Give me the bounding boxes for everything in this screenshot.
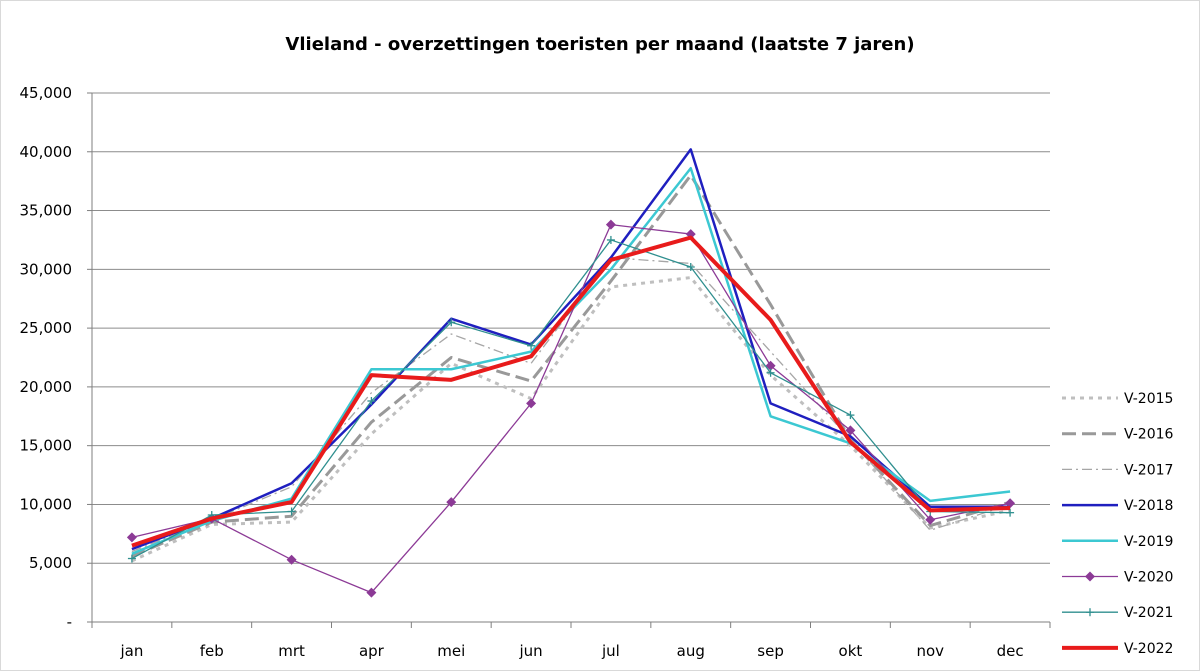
data-point-marker <box>287 507 296 516</box>
x-tick-label: jul <box>601 642 620 660</box>
x-tick-label: nov <box>916 642 944 660</box>
y-tick-label: 45,000 <box>20 84 73 102</box>
legend: V-2015 V-2016 V-2017 V-2018 V-2019 V-2020 V-20… <box>1062 391 1174 657</box>
y-tick-label: 15,000 <box>20 437 73 455</box>
y-tick-label: 25,000 <box>20 319 73 337</box>
data-point-marker <box>127 554 136 563</box>
data-point-marker <box>366 587 377 598</box>
legend-item: V-2019 <box>1062 534 1173 550</box>
series-line-v-2020 <box>131 224 1011 594</box>
legend-label: V-2022 <box>1124 641 1173 657</box>
x-tick-label: sep <box>757 642 784 660</box>
series-v-2015 <box>131 276 1011 563</box>
y-tick-label: - <box>67 613 72 631</box>
data-point-marker <box>447 318 456 327</box>
series-line-v-2015 <box>131 276 1011 563</box>
series-line-v-2018 <box>131 148 1011 551</box>
x-tick-label: jan <box>119 642 143 660</box>
x-tick-label: aug <box>677 642 705 660</box>
y-tick-label: 40,000 <box>20 143 73 161</box>
data-point-marker <box>367 396 376 405</box>
series-v-2020 <box>126 219 1016 598</box>
legend-item: V-2015 <box>1062 391 1173 407</box>
legend-marker <box>1086 608 1094 617</box>
legend-item: V-2017 <box>1062 462 1173 478</box>
legend-item: V-2020 <box>1062 570 1173 586</box>
x-tick-label: mrt <box>278 642 305 660</box>
legend-label: V-2019 <box>1124 534 1173 550</box>
x-tick-label: jun <box>518 642 542 660</box>
data-point-marker <box>526 398 537 409</box>
data-point-marker <box>846 411 855 420</box>
data-point-marker <box>686 262 695 271</box>
y-tick-label: 30,000 <box>20 260 73 278</box>
legend-item: V-2018 <box>1062 498 1173 514</box>
series-v-2018 <box>131 148 1011 551</box>
series-line-v-2022 <box>131 235 1011 548</box>
chart-title: Vlieland - overzettingen toeristen per m… <box>285 34 914 55</box>
data-point-marker <box>286 554 297 565</box>
series-line-v-2021 <box>131 239 1011 560</box>
y-tick-label: 20,000 <box>20 378 73 396</box>
legend-marker <box>1085 571 1095 582</box>
data-point-marker <box>605 219 616 230</box>
data-point-marker <box>606 235 615 244</box>
legend-item: V-2021 <box>1062 605 1173 621</box>
y-axis: - 5,000 10,000 15,000 20,000 25,000 30,000 35,0… <box>20 84 93 631</box>
x-tick-label: mei <box>437 642 465 660</box>
data-point-marker <box>925 514 936 525</box>
x-tick-label: okt <box>839 642 863 660</box>
x-axis: jan feb mrt apr mei jun jul aug sep okt nov dec <box>91 621 1051 660</box>
legend-label: V-2018 <box>1124 498 1173 514</box>
legend-label: V-2021 <box>1124 605 1173 621</box>
legend-label: V-2015 <box>1124 391 1173 407</box>
series-lines <box>126 148 1016 598</box>
data-point-marker <box>446 497 457 508</box>
grid-lines <box>92 92 1050 623</box>
series-v-2021 <box>127 235 1015 563</box>
data-point-marker <box>765 360 776 371</box>
y-tick-label: 10,000 <box>20 495 73 513</box>
data-point-marker <box>766 368 775 377</box>
legend-item: V-2022 <box>1062 641 1173 657</box>
x-tick-label: feb <box>200 642 224 660</box>
data-point-marker <box>527 341 536 350</box>
legend-label: V-2020 <box>1124 570 1173 586</box>
series-v-2022 <box>131 235 1011 548</box>
legend-item: V-2016 <box>1062 427 1174 443</box>
x-tick-label: apr <box>359 642 385 660</box>
data-point-marker <box>126 532 137 543</box>
data-point-marker <box>1005 498 1016 509</box>
x-tick-label: dec <box>997 642 1024 660</box>
data-point-marker <box>845 425 856 436</box>
y-tick-label: 5,000 <box>29 554 72 572</box>
legend-label: V-2016 <box>1124 427 1174 443</box>
y-tick-label: 35,000 <box>20 202 73 220</box>
legend-label: V-2017 <box>1124 462 1173 478</box>
data-point-marker <box>1006 508 1015 517</box>
